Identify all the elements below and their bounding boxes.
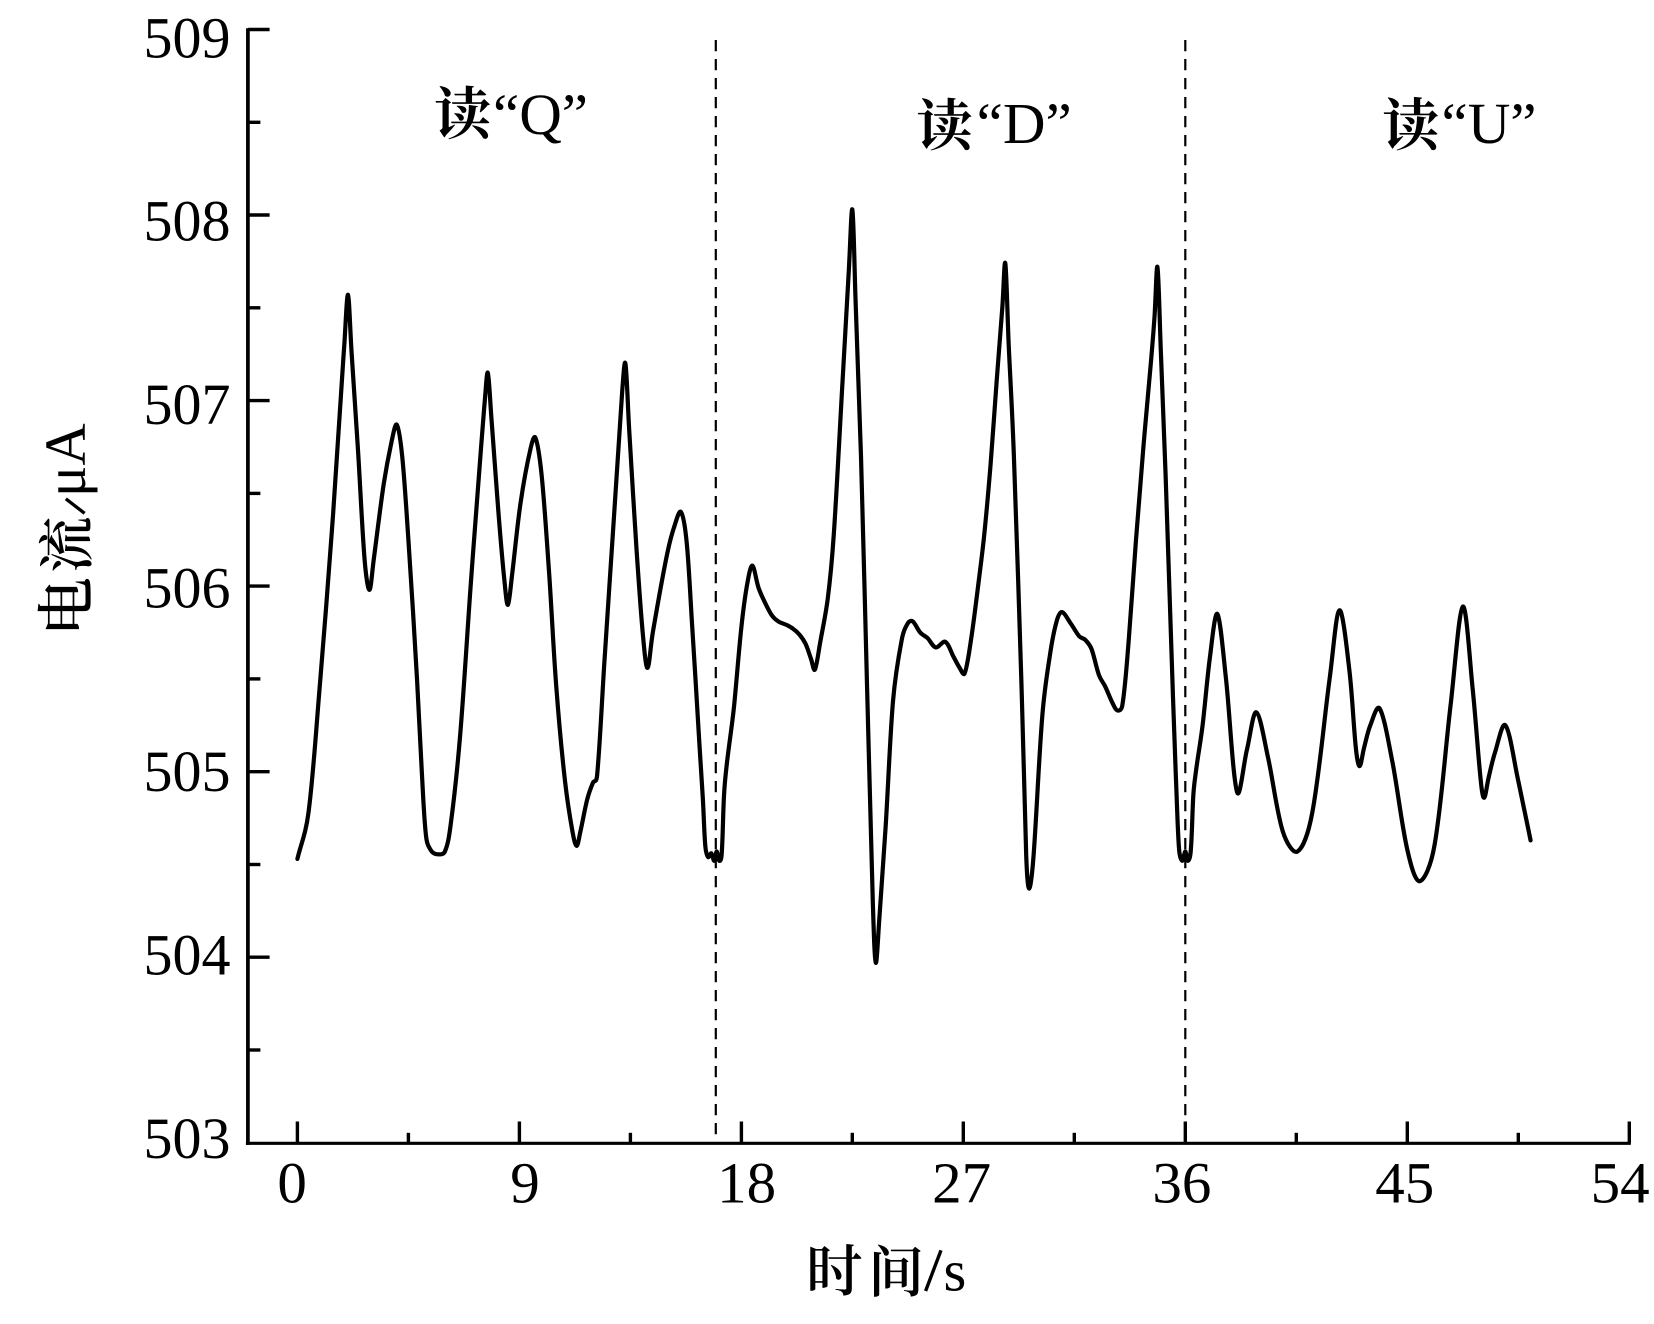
svg-text:“U”: “U” [1442, 91, 1537, 156]
svg-text:27: 27 [932, 1151, 991, 1216]
svg-text:s: s [944, 1238, 967, 1303]
svg-text:505: 505 [144, 739, 231, 804]
svg-text:0: 0 [277, 1151, 307, 1216]
svg-text:508: 508 [144, 189, 231, 254]
svg-text:506: 506 [144, 556, 231, 621]
svg-text:“Q”: “Q” [493, 82, 588, 147]
svg-text:9: 9 [510, 1151, 540, 1216]
svg-text:509: 509 [144, 5, 231, 70]
svg-text:36: 36 [1152, 1151, 1211, 1216]
svg-text:18: 18 [717, 1151, 776, 1216]
svg-text:54: 54 [1591, 1151, 1650, 1216]
svg-text:μA: μA [33, 423, 98, 497]
svg-text:504: 504 [144, 922, 231, 987]
svg-text:“D”: “D” [977, 91, 1072, 156]
svg-text:503: 503 [144, 1106, 231, 1171]
svg-text:507: 507 [144, 372, 231, 437]
svg-text:45: 45 [1375, 1151, 1434, 1216]
